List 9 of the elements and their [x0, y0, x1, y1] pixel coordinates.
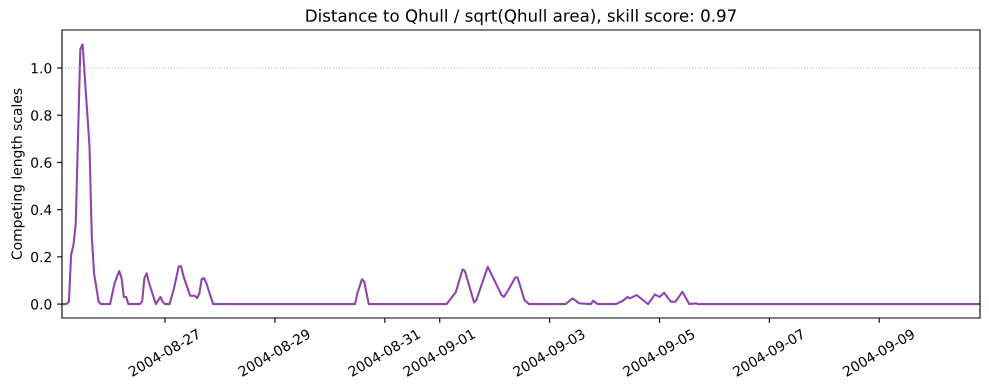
y-tick-label: 0.4: [31, 204, 52, 216]
y-tick-label: 0.6: [31, 157, 52, 168]
chart-title: Distance to Qhull / sqrt(Qhull area), skill score: 0.97: [306, 9, 736, 26]
y-tick-label: 1.0: [32, 62, 52, 74]
line-series: [62, 43, 980, 306]
y-axis-title: Competing length scales: [11, 88, 25, 260]
y-tick-label: 0.0: [31, 299, 52, 310]
y-tick-label: 0.8: [31, 110, 52, 121]
y-tick-label: 0.2: [31, 252, 51, 262]
